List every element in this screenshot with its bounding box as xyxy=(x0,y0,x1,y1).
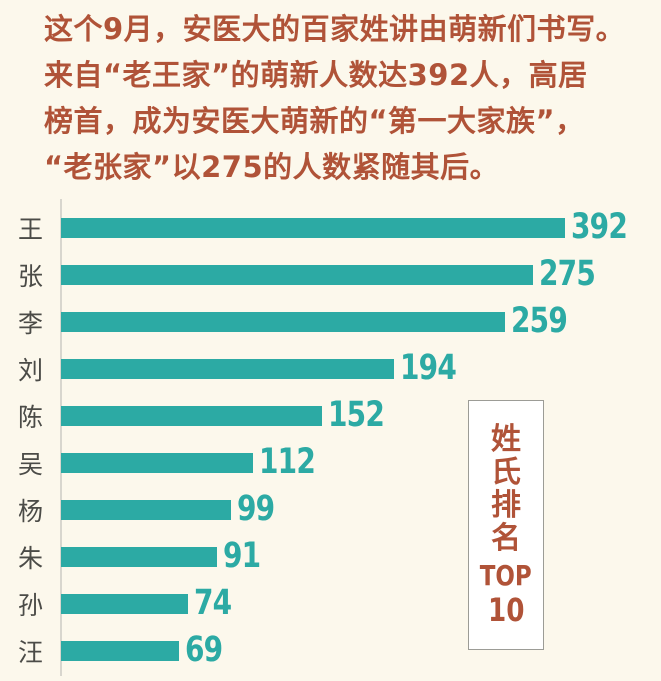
bar-row: 刘 194 xyxy=(0,345,661,392)
bar-row: 朱 91 xyxy=(0,533,661,580)
bar-row: 陈 152 xyxy=(0,392,661,439)
category-label: 陈 xyxy=(17,402,43,432)
bar xyxy=(61,452,253,473)
category-label: 朱 xyxy=(17,543,43,573)
y-axis-line xyxy=(60,199,62,676)
bar-row: 吴 112 xyxy=(0,439,661,486)
bar-row: 杨 99 xyxy=(0,486,661,533)
bar xyxy=(61,546,217,567)
bar xyxy=(61,640,179,661)
value-label: 99 xyxy=(237,489,275,529)
bar-row: 李 259 xyxy=(0,298,661,345)
intro-text: 这个9月，安医大的百家姓讲由萌新们书写。 来自“老王家”的萌新人数达392人，高… xyxy=(44,6,625,190)
value-label: 275 xyxy=(539,254,596,294)
value-label: 74 xyxy=(194,583,232,623)
ranking-title-char: 氏 xyxy=(491,454,521,490)
category-label: 王 xyxy=(17,214,43,244)
value-label: 392 xyxy=(571,207,628,247)
category-label: 张 xyxy=(17,261,43,291)
bar xyxy=(61,358,394,379)
bar-row: 汪 69 xyxy=(0,627,661,674)
ranking-title-char: 姓 xyxy=(491,421,521,457)
bar xyxy=(61,593,188,614)
intro-line: 榜首，成为安医大萌新的“第一大家族”， xyxy=(44,104,585,138)
intro-line: 来自“老王家”的萌新人数达392人，高居 xyxy=(44,58,588,92)
value-label: 69 xyxy=(185,630,223,670)
ranking-title-char: 排 xyxy=(491,487,521,523)
category-label: 汪 xyxy=(17,637,43,667)
bar xyxy=(61,405,322,426)
value-label: 91 xyxy=(223,536,261,576)
bar-row: 张 275 xyxy=(0,251,661,298)
category-label: 李 xyxy=(17,308,43,338)
category-label: 刘 xyxy=(17,355,43,385)
bar-row: 孙 74 xyxy=(0,580,661,627)
value-label: 112 xyxy=(259,442,316,482)
ranking-title-number: 10 xyxy=(487,590,525,629)
value-label: 194 xyxy=(400,348,457,388)
category-label: 孙 xyxy=(17,590,43,620)
ranking-title-top: TOP xyxy=(479,558,533,592)
bar-row: 王 392 xyxy=(0,204,661,251)
chart-rows: 王 392 张 275 李 259 刘 194 陈 152 吴 112 杨 99 朱 91 孙 74 汪 69 xyxy=(0,204,661,674)
ranking-title-char: 名 xyxy=(491,520,521,556)
bar xyxy=(61,311,505,332)
bar xyxy=(61,217,565,238)
intro-line: “老张家”以275的人数紧随其后。 xyxy=(44,150,500,184)
ranking-title-box: 姓 氏 排 名 TOP 10 xyxy=(468,400,544,650)
category-label: 杨 xyxy=(17,496,43,526)
category-label: 吴 xyxy=(17,449,43,479)
intro-line: 这个9月，安医大的百家姓讲由萌新们书写。 xyxy=(44,12,626,46)
bar xyxy=(61,499,231,520)
value-label: 152 xyxy=(328,395,385,435)
bar xyxy=(61,264,533,285)
surname-bar-chart: 王 392 张 275 李 259 刘 194 陈 152 吴 112 杨 99 朱 91 孙 74 汪 69 xyxy=(0,204,661,674)
value-label: 259 xyxy=(511,301,568,341)
